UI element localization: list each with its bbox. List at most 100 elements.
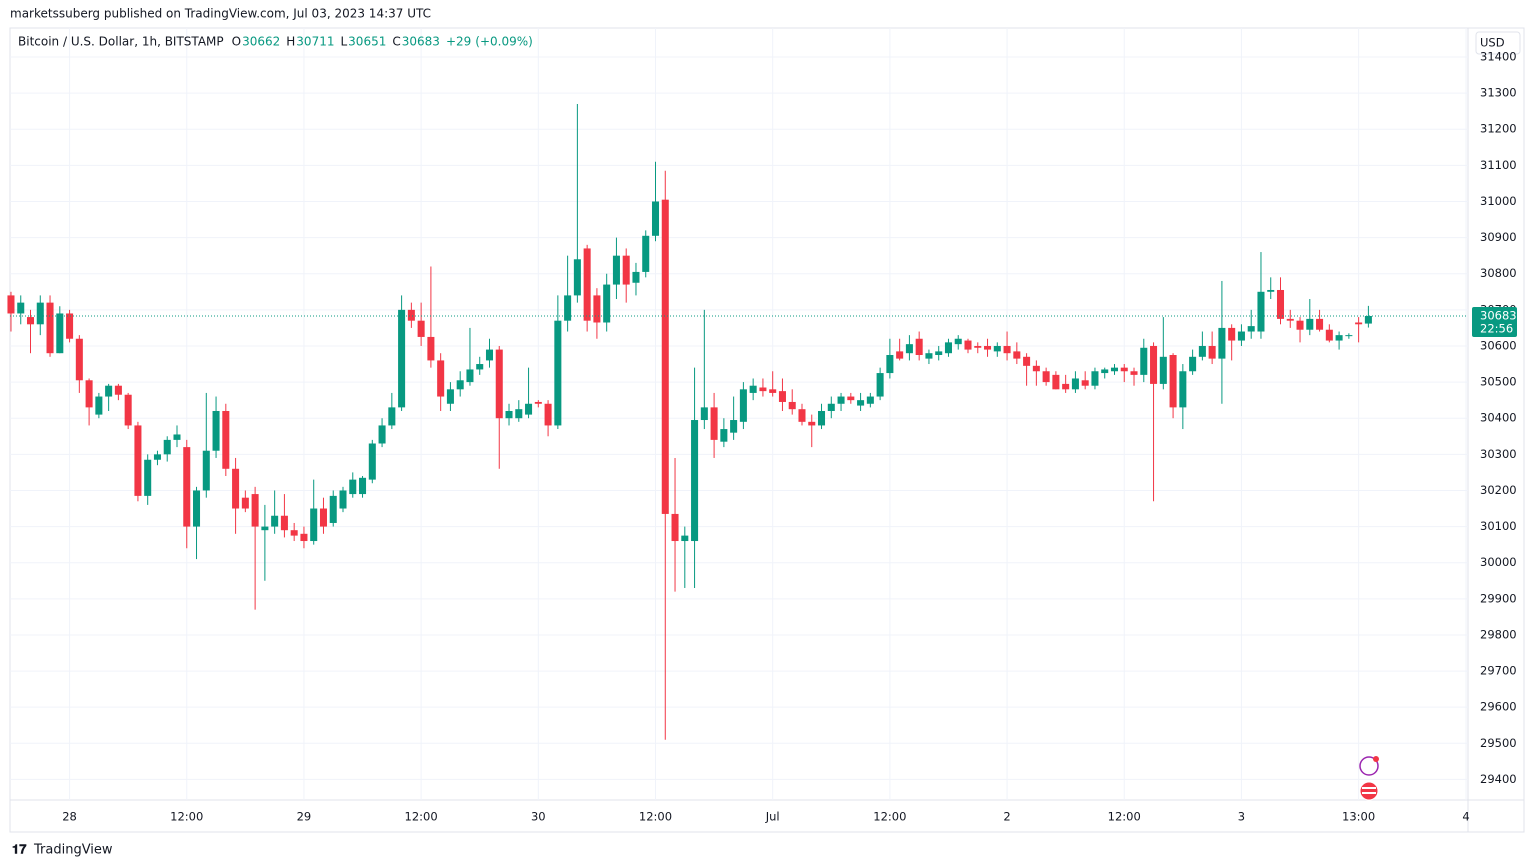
candle-body: [818, 410, 826, 426]
grid: [10, 28, 1468, 800]
candle-body: [769, 389, 777, 393]
candle-body: [56, 313, 64, 354]
y-tick-label: 31000: [1480, 194, 1517, 208]
candle-body: [1296, 320, 1304, 330]
candle-body: [134, 425, 142, 496]
currency-box[interactable]: [1475, 31, 1521, 55]
candle-body: [1335, 335, 1343, 341]
candle-body: [1003, 345, 1011, 354]
candle-body: [671, 513, 679, 542]
candle-body: [75, 338, 83, 381]
candle-body: [359, 477, 367, 495]
legend: Bitcoin / U.S. Dollar, 1h, BITSTAMP O 3066…: [18, 35, 533, 49]
candle-body: [1013, 351, 1021, 359]
candle-body: [681, 535, 689, 542]
footer-brand: TradingView: [33, 843, 113, 858]
y-tick-label: 29700: [1480, 664, 1517, 678]
candle-body: [1228, 327, 1236, 341]
x-tick-label: 12:00: [639, 810, 672, 824]
flag-stripe: [1362, 792, 1376, 794]
candle-body: [525, 403, 533, 415]
candle-body: [1276, 289, 1285, 319]
candle-body: [241, 497, 249, 509]
candle-body: [1159, 356, 1167, 384]
candle-body: [183, 447, 191, 527]
alert-icon[interactable]: [1359, 756, 1379, 776]
candle-body: [1071, 378, 1079, 390]
x-tick-label: 29: [297, 810, 312, 824]
candle-body: [544, 403, 552, 426]
candle-body: [202, 450, 210, 491]
flag-icon[interactable]: [1359, 781, 1379, 801]
candle-body: [710, 407, 718, 440]
legend-letter: C: [392, 35, 400, 49]
last-price-label: 30683: [1480, 308, 1517, 322]
candle-body: [935, 351, 943, 356]
candle-body: [339, 490, 347, 509]
legend-value: 30662: [242, 35, 280, 49]
legend-symbol: Bitcoin / U.S. Dollar, 1h, BITSTAMP: [18, 35, 224, 49]
candle-body: [554, 320, 562, 426]
candle-body: [1198, 345, 1206, 357]
candle-body: [1032, 365, 1040, 372]
x-tick-label: 28: [62, 810, 77, 824]
y-tick-label: 30400: [1480, 411, 1517, 425]
legend-letter: O: [232, 35, 241, 49]
candle-body: [573, 259, 581, 296]
candle-body: [319, 508, 327, 527]
y-tick-label: 29400: [1480, 772, 1517, 786]
candle-body: [1150, 345, 1158, 384]
candle-body: [232, 468, 240, 509]
candle-body: [173, 434, 181, 440]
candle-body: [954, 338, 962, 345]
y-tick-label: 30500: [1480, 375, 1517, 389]
legend-value: 30651: [348, 35, 386, 49]
candle-body: [398, 309, 406, 408]
candle-body: [622, 255, 630, 285]
candle-body: [642, 235, 650, 272]
y-tick-label: 30300: [1480, 447, 1517, 461]
candle-body: [280, 515, 288, 531]
last-price-box: [1472, 306, 1517, 337]
candle-body: [1081, 380, 1089, 386]
x-tick-label: 3: [1238, 810, 1245, 824]
candle-body: [700, 407, 708, 421]
candle-body: [1120, 367, 1128, 372]
y-tick-label: 29800: [1480, 627, 1517, 641]
candle-body: [495, 349, 503, 419]
candle-body: [153, 454, 161, 460]
x-tick-label: 12:00: [873, 810, 906, 824]
currency[interactable]: USD: [1480, 36, 1505, 50]
candle-body: [7, 295, 15, 314]
y-tick-label: 30100: [1480, 519, 1517, 533]
candle-body: [1325, 329, 1333, 341]
candle-body: [827, 403, 835, 411]
candle-body: [163, 439, 171, 455]
candle-body: [964, 340, 972, 350]
candle-body: [778, 391, 786, 402]
candle-body: [446, 389, 454, 404]
candle-body: [1169, 355, 1177, 408]
footer-logo: 𝟏𝟕: [12, 843, 27, 858]
legend-change: +29: [446, 35, 471, 49]
candle-body: [730, 420, 738, 433]
candle-body: [476, 364, 484, 370]
candle-body: [612, 255, 620, 285]
candle-body: [485, 349, 494, 361]
candle-body: [759, 387, 767, 392]
candle-body: [95, 396, 103, 415]
candle-body: [1110, 367, 1119, 372]
candle-body: [749, 385, 757, 393]
axes: 29400 29500 29600 29700 29800 29900 30000 30100…: [62, 50, 1517, 824]
candle-body: [300, 533, 308, 542]
countdown: 22:56: [1480, 321, 1513, 335]
candle-body: [144, 459, 152, 496]
candle-body: [857, 400, 865, 406]
candle-body: [17, 302, 25, 314]
alert-dot: [1373, 756, 1379, 762]
candle-body: [124, 394, 132, 426]
candle-body: [1062, 383, 1070, 390]
candle-body: [808, 421, 816, 426]
candle-body: [1218, 327, 1226, 359]
candle-body: [456, 380, 464, 390]
